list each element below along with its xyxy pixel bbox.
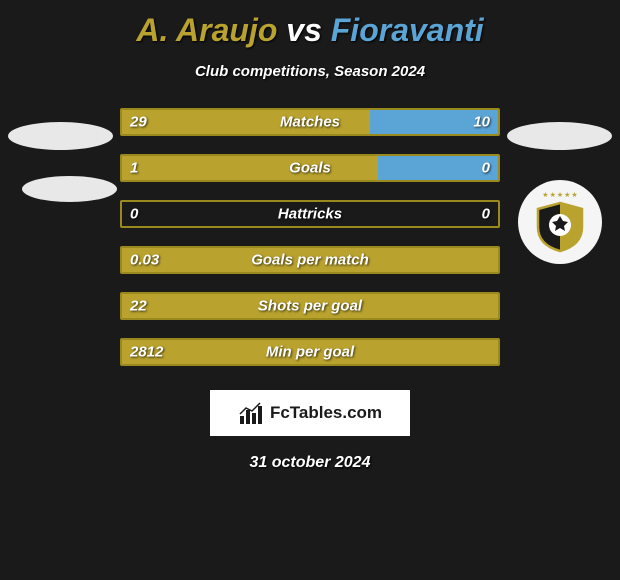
shield-icon bbox=[534, 201, 586, 253]
stat-bars-container: 29 Matches 10 1 Goals 0 0 Hattricks 0 0.03 Goals p… bbox=[120, 108, 500, 366]
stat-bar: 1 Goals 0 bbox=[120, 154, 500, 182]
stat-bar: 0.03 Goals per match bbox=[120, 246, 500, 274]
stat-left-value: 29 bbox=[130, 114, 147, 131]
stat-label: Hattricks bbox=[278, 206, 342, 223]
brand-logo-box: FcTables.com bbox=[210, 390, 410, 436]
stat-label: Goals bbox=[289, 160, 331, 177]
stat-left-value: 0.03 bbox=[130, 252, 159, 269]
brand-name: FcTables.com bbox=[270, 403, 382, 423]
player1-club-placeholder bbox=[22, 176, 117, 202]
stat-right-value: 0 bbox=[482, 160, 490, 177]
stat-label: Min per goal bbox=[266, 344, 354, 361]
stat-bar: 0 Hattricks 0 bbox=[120, 200, 500, 228]
date-text: 31 october 2024 bbox=[0, 454, 620, 472]
bar-fill-left bbox=[122, 156, 378, 180]
stat-label: Goals per match bbox=[251, 252, 369, 269]
chart-icon bbox=[238, 400, 264, 426]
badge-stars: ★★★★★ bbox=[542, 191, 577, 199]
vs-text: vs bbox=[286, 12, 322, 48]
player1-avatar-placeholder bbox=[8, 122, 113, 150]
stat-label: Shots per goal bbox=[258, 298, 362, 315]
stat-left-value: 1 bbox=[130, 160, 138, 177]
stat-left-value: 2812 bbox=[130, 344, 163, 361]
bar-fill-right bbox=[378, 156, 498, 180]
stat-bar: 22 Shots per goal bbox=[120, 292, 500, 320]
player2-avatar-placeholder bbox=[507, 122, 612, 150]
subtitle: Club competitions, Season 2024 bbox=[0, 63, 620, 80]
stat-label: Matches bbox=[280, 114, 340, 131]
stat-bar: 2812 Min per goal bbox=[120, 338, 500, 366]
stat-left-value: 0 bbox=[130, 206, 138, 223]
player2-name: Fioravanti bbox=[331, 12, 484, 48]
player2-club-badge: ★★★★★ bbox=[518, 180, 602, 264]
player1-name: A. Araujo bbox=[136, 12, 277, 48]
stat-right-value: 10 bbox=[473, 114, 490, 131]
stat-right-value: 0 bbox=[482, 206, 490, 223]
stat-left-value: 22 bbox=[130, 298, 147, 315]
stat-bar: 29 Matches 10 bbox=[120, 108, 500, 136]
page-title: A. Araujo vs Fioravanti bbox=[0, 0, 620, 49]
